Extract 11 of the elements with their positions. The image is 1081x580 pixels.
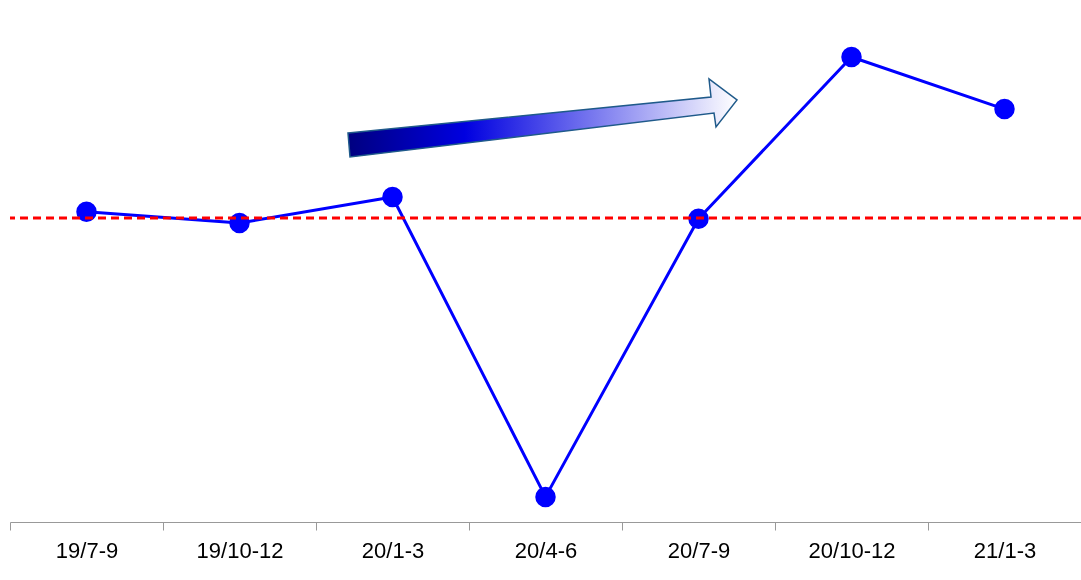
point — [382, 186, 403, 208]
x-tick-label: 19/7-9 — [55, 537, 119, 563]
point — [535, 486, 556, 508]
point — [994, 98, 1015, 120]
x-tick-label: 19/10-12 — [196, 537, 284, 563]
x-tick-label: 20/7-9 — [667, 537, 731, 563]
point — [841, 46, 862, 68]
x-tick-label: 20/1-3 — [361, 537, 425, 563]
x-tick-label: 20/4-6 — [514, 537, 578, 563]
x-tick-label: 20/10-12 — [808, 537, 896, 563]
x-tick-label: 21/1-3 — [973, 537, 1037, 563]
